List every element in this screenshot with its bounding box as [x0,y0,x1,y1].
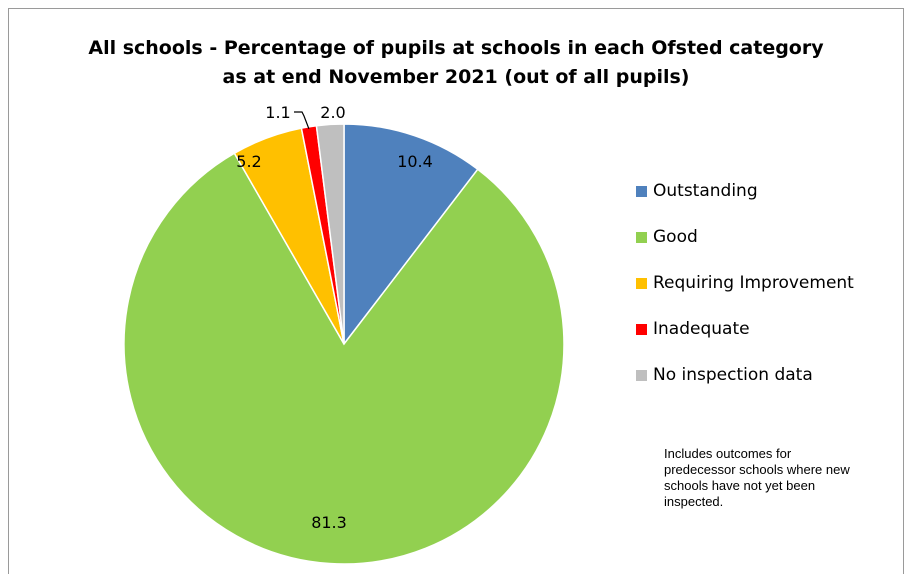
legend-item-outstanding: Outstanding [636,168,854,214]
legend-label-good: Good [653,227,698,247]
data-label-no-inspection-data: 2.0 [320,103,345,122]
data-label-outstanding: 10.4 [397,152,433,171]
chart-title: All schools - Percentage of pupils at sc… [8,34,904,92]
legend-swatch-no-inspection-data [636,369,647,381]
leader-line-inadequate [294,111,310,130]
chart-title-line-2: as at end November 2021 (out of all pupi… [222,66,690,88]
data-label-good: 81.3 [311,513,347,532]
legend-item-inadequate: Inadequate [636,306,854,352]
data-label-requiring-improvement: 5.2 [236,152,261,171]
pie-slice-outstanding [343,123,479,347]
legend-label-requiring-improvement: Requiring Improvement [653,273,854,293]
legend-swatch-outstanding [636,185,647,197]
legend-swatch-inadequate [636,323,647,335]
legend-swatch-requiring-improvement [636,277,647,289]
pie-slice-good [123,152,565,565]
pie-slice-no-inspection-data [315,123,345,345]
chart-title-line-1: All schools - Percentage of pupils at sc… [88,37,824,59]
legend-item-no-inspection-data: No inspection data [636,352,854,398]
legend: Outstanding Good Requiring Improvement I… [636,168,854,398]
legend-swatch-good [636,231,647,243]
data-label-inadequate: 1.1 [265,103,290,122]
legend-label-outstanding: Outstanding [653,181,758,201]
footnote: Includes outcomes for predecessor school… [664,446,850,509]
legend-label-no-inspection-data: No inspection data [653,365,813,385]
legend-item-good: Good [636,214,854,260]
legend-label-inadequate: Inadequate [653,319,750,339]
legend-item-requiring-improvement: Requiring Improvement [636,260,854,306]
